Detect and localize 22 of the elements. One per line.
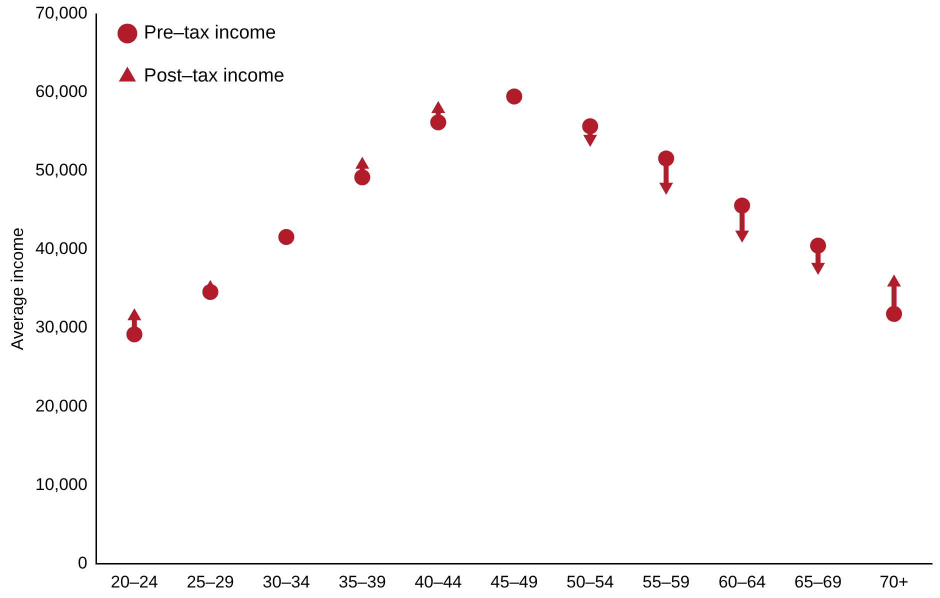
y-tick-label: 40,000 xyxy=(35,239,88,258)
x-tick-label: 40–44 xyxy=(414,572,462,592)
y-tick-label: 70,000 xyxy=(35,4,88,23)
y-tick-label: 30,000 xyxy=(35,318,88,337)
x-tick-label: 50–54 xyxy=(566,572,614,592)
x-tick-label: 60–64 xyxy=(718,572,766,592)
x-tick-label: 35–39 xyxy=(338,572,386,592)
x-tick-label: 70+ xyxy=(880,572,909,592)
x-tick-label: 65–69 xyxy=(794,572,842,592)
x-tick-label: 20–24 xyxy=(110,572,158,592)
y-tick-label: 60,000 xyxy=(35,82,88,102)
y-tick-label: 0 xyxy=(78,553,88,572)
y-axis-title: Average income xyxy=(8,228,27,350)
legend-label: Post–tax income xyxy=(144,66,284,87)
x-tick-label: 30–34 xyxy=(262,572,310,592)
y-tick-label: 20,000 xyxy=(35,396,88,416)
legend-label: Pre–tax income xyxy=(144,22,276,44)
y-tick-label: 10,000 xyxy=(35,474,88,494)
x-tick-label: 25–29 xyxy=(186,572,234,592)
y-tick-label: 50,000 xyxy=(35,160,88,180)
x-tick-label: 45–49 xyxy=(490,572,538,592)
x-tick-label: 55–59 xyxy=(642,572,690,592)
